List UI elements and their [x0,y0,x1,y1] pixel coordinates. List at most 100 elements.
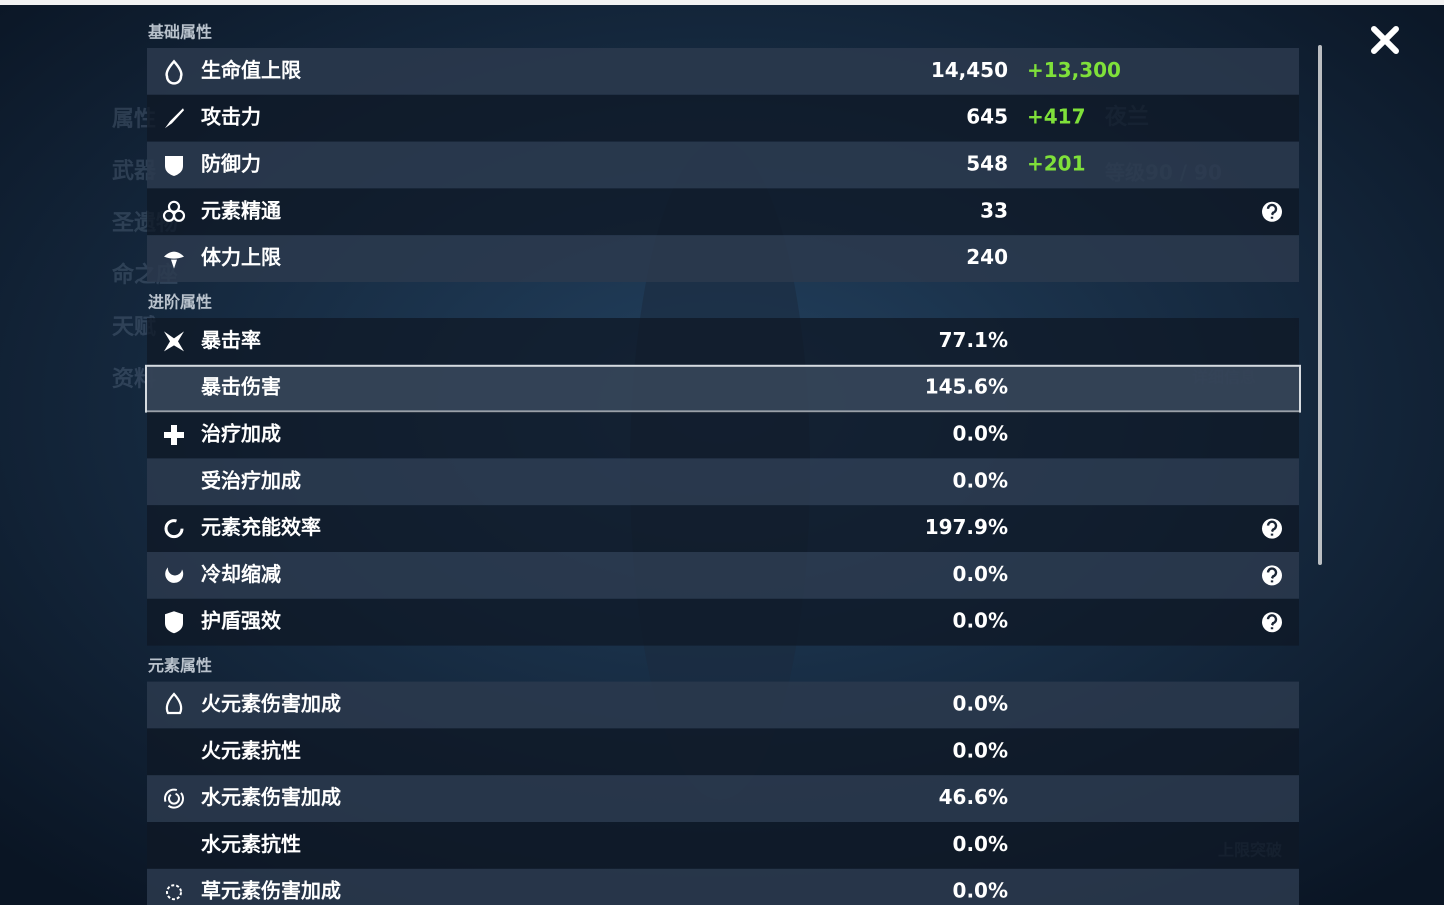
stat-label: 体力上限 [201,245,281,269]
row-background [147,868,1299,905]
stat-value: 0.0% [953,562,1008,586]
help-circle [1262,518,1282,539]
row-background [147,318,1299,365]
stat-row[interactable]: 护盾强效 0.0% [147,598,1299,646]
stat-value: 197.9% [925,515,1008,539]
stat-value: 0.0% [953,692,1008,716]
icon [172,209,186,222]
row-background [147,188,1299,236]
stat-row[interactable]: 冷却缩减 0.0% [147,552,1299,599]
stat-label: 护盾强效 [201,609,281,633]
stat-label: 火元素抗性 [201,738,301,762]
stat-label: 火元素伤害加成 [201,692,341,716]
help-button[interactable] [1262,565,1282,586]
help-mark [1266,614,1278,630]
row-background [147,94,1299,142]
row-background [147,411,1299,459]
stat-row[interactable]: 火元素伤害加成 0.0% [147,681,1299,729]
stat-value: 0.0% [953,609,1008,633]
stat-bonus: +417 [1027,105,1086,129]
help-circle [1262,612,1282,633]
stat-row[interactable]: 攻击力 645 +417 [147,94,1299,142]
help-button[interactable] [1262,201,1282,222]
section-title: 基础属性 [147,23,212,42]
stat-label: 元素精通 [201,198,281,222]
icon [164,331,184,352]
icon [165,108,184,129]
stat-row[interactable]: 草元素伤害加成 0.0% [147,868,1299,905]
row-background [147,48,1299,95]
row-background [147,141,1299,189]
stat-label: 防御力 [201,152,261,176]
row-background [147,728,1299,776]
stat-row[interactable]: 防御力 548 +201 [147,141,1299,189]
row-background [147,505,1299,552]
icon [168,792,180,805]
stat-value: 0.0% [953,879,1008,903]
icon [164,425,184,445]
scrollbar[interactable] [1318,45,1322,565]
stat-bonus: +13,300 [1027,58,1121,82]
row-background [147,681,1299,729]
stat-value: 14,450 [931,58,1008,82]
stat-row[interactable]: 水元素抗性 0.0% [147,822,1299,869]
icon [165,611,183,634]
stat-row[interactable]: 体力上限 240 [147,235,1299,282]
stat-value: 645 [966,105,1008,129]
stat-bonus: +201 [1027,152,1086,176]
help-button[interactable] [1262,518,1282,539]
stat-value: 548 [966,152,1008,176]
stat-value: 145.6% [925,375,1008,399]
row-background [147,458,1299,506]
help-circle [1262,201,1282,222]
help-mark [1266,203,1278,219]
stat-row[interactable]: 元素精通 33 [147,188,1299,236]
stat-value: 0.0% [953,422,1008,446]
section-title: 进阶属性 [148,293,212,312]
row-background [147,822,1299,869]
stat-label: 元素充能效率 [201,515,321,539]
stat-row[interactable]: 水元素伤害加成 46.6% [147,775,1299,822]
top-border [0,0,1444,5]
stat-value: 33 [980,198,1008,222]
stat-row[interactable]: 元素充能效率 197.9% [147,505,1299,552]
stat-value: 0.0% [953,832,1008,856]
icon [164,251,184,269]
stat-row[interactable]: 暴击率 77.1% [147,318,1299,365]
help-circle [1262,565,1282,586]
stat-label: 治疗加成 [201,422,281,446]
section-title: 元素属性 [148,656,212,675]
stat-label: 水元素抗性 [201,832,301,856]
stat-row[interactable]: 生命值上限 14,450 +13,300 [147,48,1299,95]
stat-row[interactable]: 受治疗加成 0.0% [147,458,1299,506]
selection-frame [145,364,1301,413]
help-button[interactable] [1262,612,1282,633]
row-background [147,552,1299,599]
icon [165,156,183,176]
stat-label: 暴击率 [201,328,261,352]
stat-label: 冷却缩减 [201,562,281,586]
row-background [147,235,1299,282]
help-mark [1266,520,1278,536]
stat-value: 0.0% [953,738,1008,762]
stat-row[interactable]: 暴击伤害 145.6% [145,364,1301,413]
icon [166,884,182,901]
stat-label: 受治疗加成 [201,468,301,492]
icon [165,567,184,583]
icon [164,788,184,809]
stat-value: 0.0% [953,468,1008,492]
stat-row[interactable]: 治疗加成 0.0% [147,411,1299,459]
stat-label: 水元素伤害加成 [201,785,341,809]
stat-label: 暴击伤害 [201,375,281,399]
icon [165,59,183,85]
icon [164,519,184,539]
stat-row[interactable]: 火元素抗性 0.0% [147,728,1299,776]
stat-label: 攻击力 [201,105,261,129]
stat-value: 240 [966,245,1008,269]
stat-value: 46.6% [939,785,1008,809]
stat-label: 草元素伤害加成 [201,879,341,903]
close-button[interactable] [1371,26,1399,54]
